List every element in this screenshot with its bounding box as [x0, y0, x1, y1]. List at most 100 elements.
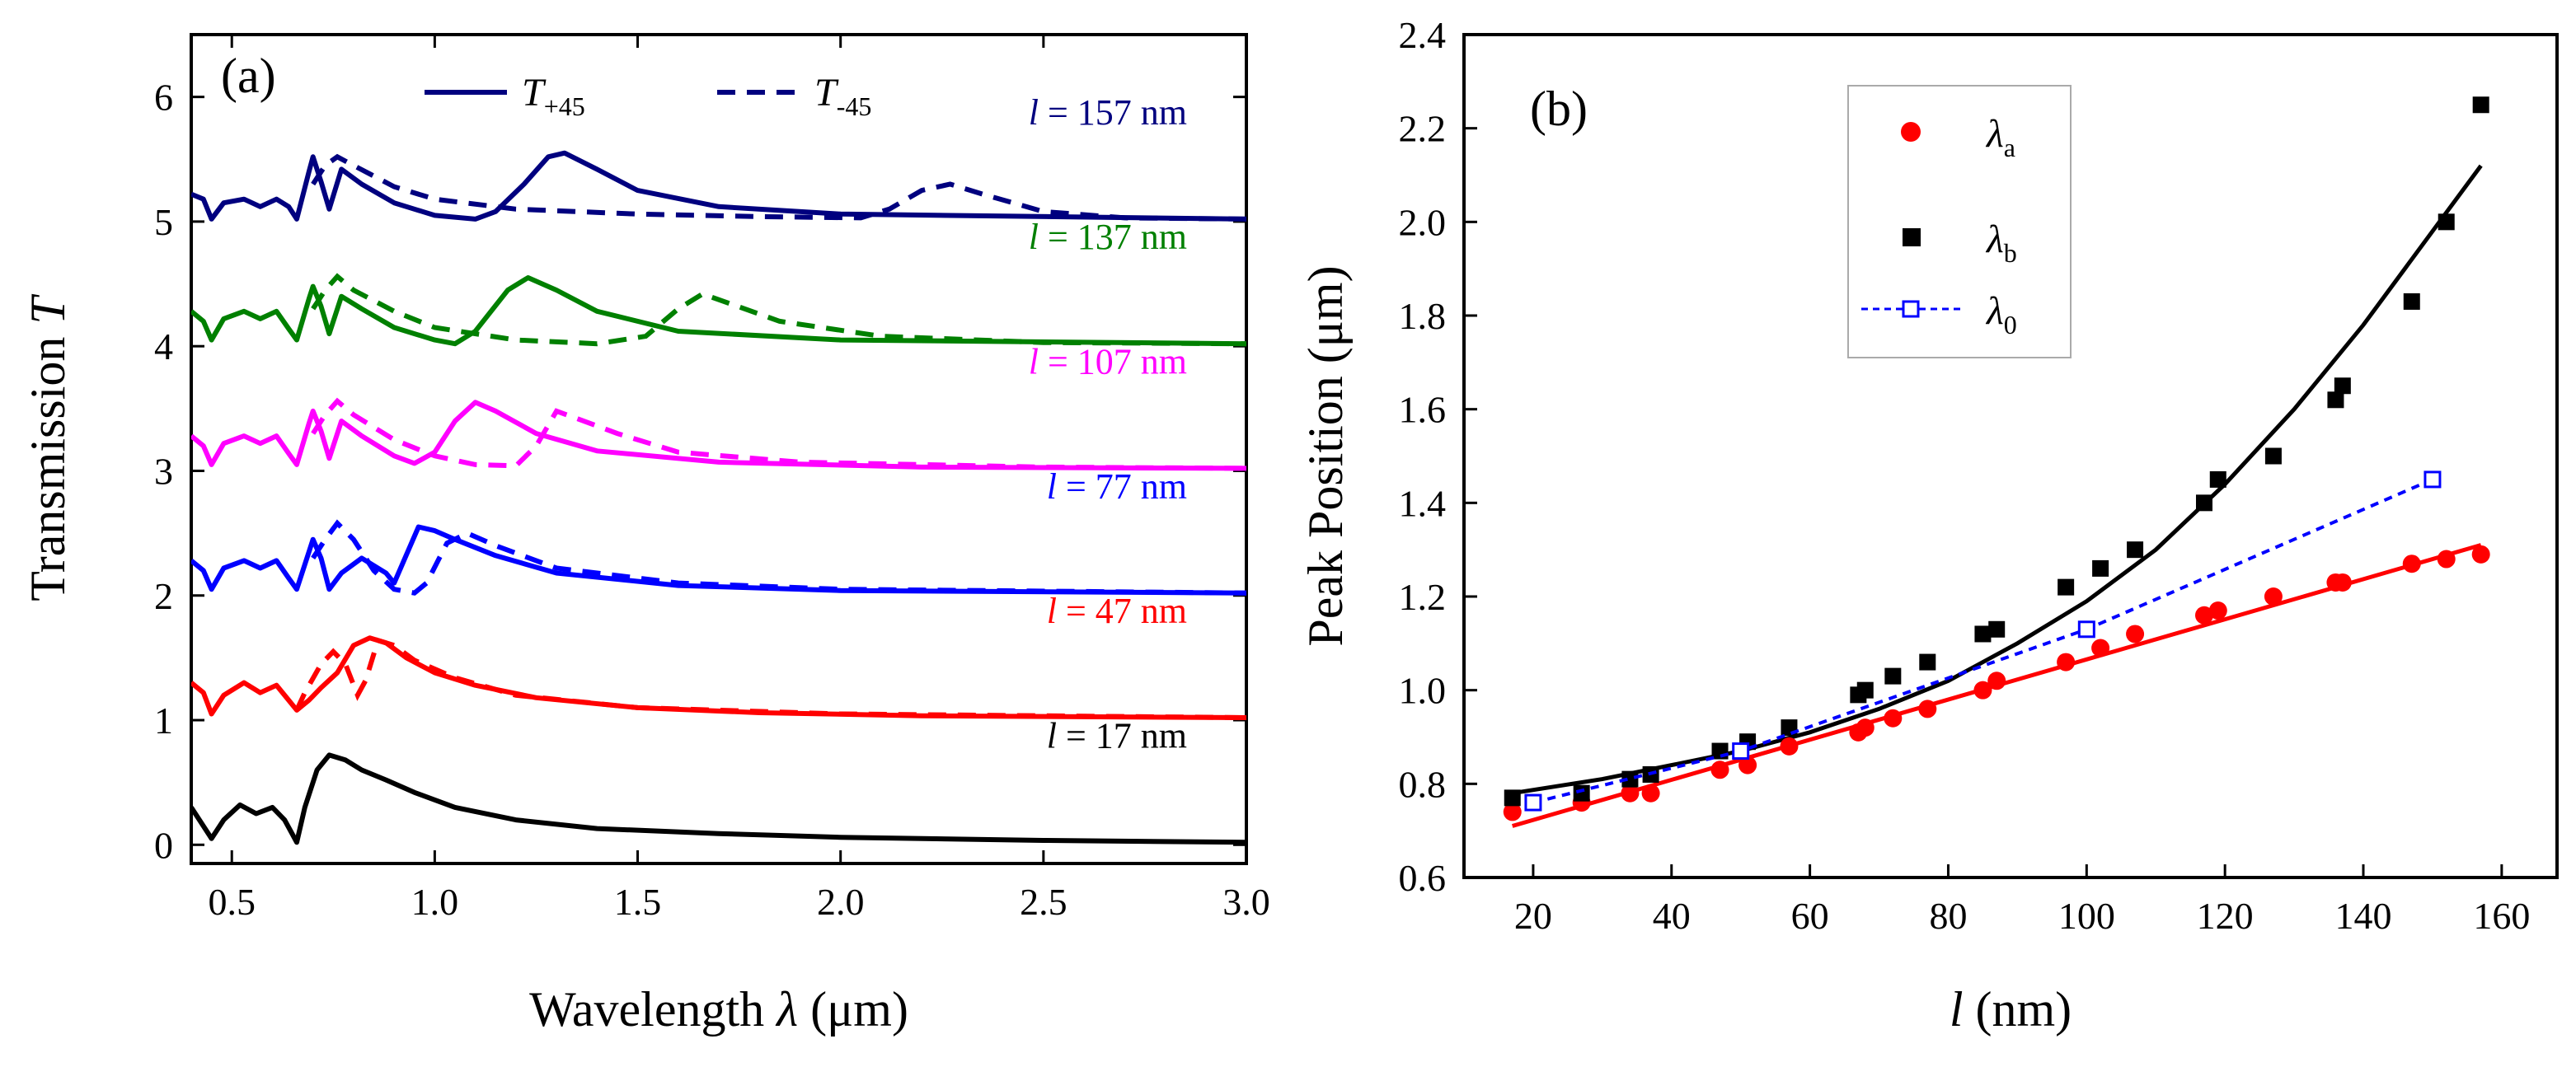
x-tick-label-b: 100 [2058, 895, 2115, 937]
point-lambda-b [2472, 96, 2489, 114]
y-tick-label-a: 6 [154, 77, 173, 119]
point-lambda-a [2471, 545, 2490, 564]
series-77-solid [191, 524, 1246, 596]
point-lambda-b [1573, 784, 1590, 802]
series-107-dashed [311, 397, 1246, 471]
point-lambda-a [2333, 573, 2352, 592]
point-lambda-a [1973, 681, 1992, 700]
panel-label-b: (b) [1530, 82, 1588, 136]
x-axis-label-a: Wavelength λ (μm) [529, 982, 908, 1037]
y-tick-label-a: 0 [154, 824, 173, 866]
series-157-solid [191, 150, 1246, 222]
point-lambda-a [2126, 625, 2145, 643]
y-tick-label-a: 4 [154, 325, 173, 367]
legend-label-a: T-45 [814, 71, 871, 121]
y-tick-label-b: 2.0 [1399, 201, 1447, 243]
point-lambda-b [2438, 213, 2455, 231]
legend-label-a: T+45 [522, 71, 585, 121]
series-17-solid [191, 752, 1246, 845]
y-tick-label-b: 2.4 [1399, 14, 1447, 56]
point-lambda-a [2057, 653, 2076, 672]
point-lambda-b [1919, 653, 1936, 671]
curve-label-107: l = 107 nm [1029, 341, 1187, 381]
point-lambda-b [2264, 447, 2282, 465]
x-tick-label-a: 2.0 [817, 881, 865, 923]
x-tick-label-a: 1.5 [614, 881, 662, 923]
x-tick-label-b: 160 [2473, 895, 2530, 937]
point-lambda-a [1884, 709, 1903, 728]
point-lambda-a [1710, 760, 1729, 779]
point-lambda-a [2402, 555, 2421, 573]
point-lambda-a [2208, 601, 2227, 620]
point-lambda-0 [2077, 620, 2095, 639]
point-lambda-a [1738, 756, 1757, 775]
point-lambda-a [1780, 737, 1799, 756]
series-47-solid [191, 635, 1246, 720]
panel-a-chart: 0.5 1.0 1.5 2.0 2.5 3.0 0 1 2 3 4 5 6 l = 17 nm l = 47… [21, 33, 1270, 1037]
y-axis-label-a: Transmission T [21, 294, 75, 601]
legend-label-b: λa [1985, 112, 2015, 162]
x-tick-label-b: 20 [1514, 895, 1552, 937]
x-tick-label-a: 3.0 [1222, 881, 1270, 923]
x-tick-label-a: 0.5 [208, 881, 256, 923]
series-107-solid [191, 400, 1246, 471]
curve-label-77: l = 77 nm [1047, 466, 1187, 507]
point-lambda-b [2127, 541, 2144, 559]
x-tick-label-b: 80 [1929, 895, 1967, 937]
legend-marker-lambda-a [1901, 122, 1921, 142]
panel-b-chart: 20 40 60 80 100 120 140 160 0.6 0.8 1.0 1.2 1.4 1.6 1.… [1298, 14, 2559, 1037]
legend-marker-lambda-b [1903, 228, 1921, 246]
legend-label-b: λ0 [1985, 289, 2017, 339]
y-tick-label-a: 3 [154, 450, 173, 492]
point-lambda-0 [1732, 742, 1750, 760]
y-tick-label-b: 1.0 [1399, 670, 1447, 712]
point-lambda-a [1503, 803, 1522, 821]
point-lambda-b [2058, 578, 2075, 596]
y-tick-label-b: 2.2 [1399, 108, 1447, 150]
point-lambda-0 [1524, 793, 1542, 812]
point-lambda-a [1987, 672, 2006, 690]
curve-label-17: l = 17 nm [1047, 715, 1187, 756]
point-lambda-b [1711, 742, 1729, 760]
plot-frame-a [190, 33, 1248, 865]
point-lambda-a [1641, 784, 1660, 803]
legend-box-b [1847, 85, 2072, 358]
legend-a: T+45 T-45 [425, 71, 871, 121]
point-lambda-b [1621, 770, 1639, 788]
series-47-dashed [294, 637, 1246, 720]
point-lambda-a [1918, 700, 1937, 718]
point-lambda-b [2195, 494, 2212, 512]
point-lambda-a [2194, 606, 2213, 625]
x-tick-label-a: 1.0 [411, 881, 459, 923]
y-tick-label-b: 1.4 [1399, 482, 1447, 524]
y-tick-label-b: 0.6 [1399, 857, 1447, 899]
x-tick-label-b: 60 [1791, 895, 1829, 937]
y-tick-label-a: 2 [154, 575, 173, 617]
series-157-dashed [311, 153, 1246, 222]
curve-label-137: l = 137 nm [1029, 217, 1187, 257]
series-137-dashed [311, 273, 1246, 347]
x-tick-label-b: 140 [2335, 895, 2392, 937]
legend-label-b: λb [1985, 218, 2017, 268]
y-tick-label-b: 1.2 [1399, 576, 1447, 618]
curve-label-47: l = 47 nm [1047, 591, 1187, 631]
x-tick-label-b: 40 [1653, 895, 1691, 937]
panel-label-a: (a) [221, 49, 276, 103]
point-lambda-a [2437, 550, 2456, 569]
legend-b: λa λb λ0 [1847, 85, 2072, 358]
plot-frame-b [1462, 33, 2559, 879]
point-lambda-b [2334, 377, 2351, 395]
series-lambda-0-line [1532, 478, 2433, 805]
y-tick-label-a: 5 [154, 201, 173, 243]
point-lambda-b [1856, 681, 1874, 699]
point-lambda-b [1504, 789, 1521, 807]
y-tick-label-b: 0.8 [1399, 763, 1447, 805]
point-lambda-a [1621, 784, 1640, 803]
point-lambda-b [2209, 470, 2226, 488]
point-lambda-b [1974, 625, 1992, 643]
point-lambda-b [1884, 667, 1902, 685]
curve-label-157: l = 157 nm [1029, 92, 1187, 133]
fit-line-lambda-b [1512, 164, 2483, 796]
point-lambda-b [2092, 559, 2109, 577]
point-lambda-b [2327, 391, 2344, 409]
